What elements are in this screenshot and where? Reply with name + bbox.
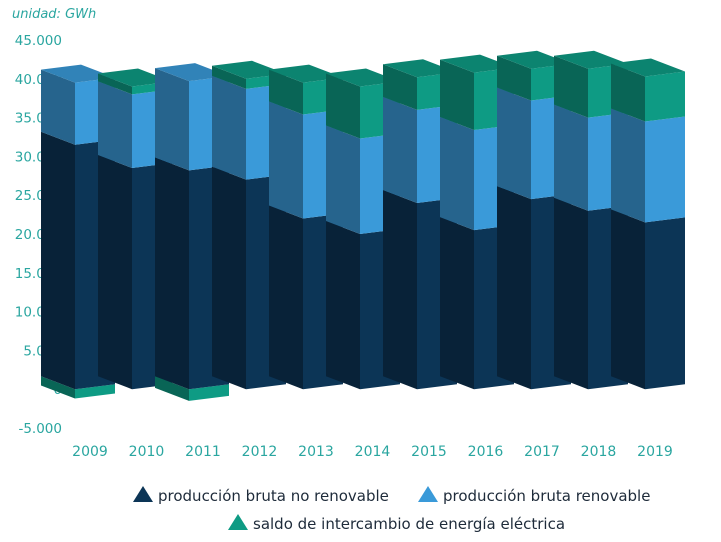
bar-segment — [41, 376, 115, 399]
bar-top-face — [497, 50, 571, 69]
bar-front-face — [645, 116, 685, 223]
x-tick-label: 2019 — [637, 444, 673, 460]
bars-group — [41, 50, 685, 401]
bar-segment — [611, 108, 685, 223]
y-tick-label: -5.000 — [18, 421, 62, 437]
legend-label: saldo de intercambio de energía eléctric… — [253, 515, 565, 533]
x-tick-label: 2018 — [581, 444, 617, 460]
bar-side-face — [41, 131, 75, 390]
bar-top-face — [554, 50, 628, 69]
bar-stack-2016 — [440, 54, 514, 390]
bar-side-face — [554, 55, 588, 118]
bar-side-face — [269, 205, 303, 390]
bar-segment — [611, 209, 685, 390]
x-tick-label: 2013 — [298, 444, 334, 460]
bar-top-face — [41, 64, 115, 83]
bar-side-face — [41, 69, 75, 145]
bar-side-face — [98, 155, 132, 390]
bar-side-face — [440, 117, 474, 231]
x-tick-label: 2014 — [355, 444, 391, 460]
x-tick-label: 2012 — [242, 444, 278, 460]
bar-front-face — [189, 384, 229, 401]
legend-triangle-icon — [418, 486, 438, 502]
bar-side-face — [212, 65, 246, 89]
bar-side-face — [611, 63, 645, 122]
x-tick-label: 2011 — [185, 444, 221, 460]
y-tick-label: 45.000 — [15, 33, 62, 49]
bar-top-face — [326, 68, 400, 87]
bar-stack-2019 — [611, 58, 685, 390]
bar-segment — [611, 58, 685, 122]
bar-side-face — [41, 376, 75, 399]
bar-front-face — [645, 71, 685, 122]
x-tick-label: 2009 — [72, 444, 108, 460]
bar-side-face — [326, 73, 360, 139]
bar-side-face — [326, 221, 360, 390]
bar-side-face — [212, 75, 246, 180]
legend-item: producción bruta no renovable — [133, 486, 389, 505]
bar-side-face — [269, 69, 303, 115]
bar-side-face — [383, 189, 417, 390]
x-tick-label: 2016 — [468, 444, 504, 460]
unit-label: unidad: GWh — [12, 7, 96, 22]
bar-segment — [212, 60, 286, 89]
bar-side-face — [611, 209, 645, 390]
bar-segment — [155, 376, 229, 401]
x-tick-label: 2010 — [129, 444, 165, 460]
bar-side-face — [497, 186, 531, 390]
bar-side-face — [326, 125, 360, 234]
bar-side-face — [440, 59, 474, 131]
bar-side-face — [155, 376, 189, 401]
x-tick-label: 2015 — [411, 444, 447, 460]
legend-label: producción bruta no renovable — [158, 487, 389, 505]
legend-item: producción bruta renovable — [418, 486, 650, 505]
bar-side-face — [98, 73, 132, 95]
x-tick-label: 2017 — [524, 444, 560, 460]
bar-front-face — [75, 384, 115, 399]
bar-top-face — [98, 68, 172, 87]
bar-side-face — [497, 55, 531, 101]
legend-item: saldo de intercambio de energía eléctric… — [228, 514, 565, 533]
bar-side-face — [383, 96, 417, 203]
legend-triangle-icon — [133, 486, 153, 502]
bar-top-face — [269, 64, 343, 83]
bar-side-face — [155, 157, 189, 390]
bar-side-face — [98, 81, 132, 169]
bar-side-face — [212, 166, 246, 390]
bar-front-face — [645, 217, 685, 390]
legend: producción bruta no renovable producción … — [133, 486, 650, 533]
bar-top-face — [440, 54, 514, 73]
bar-side-face — [497, 87, 531, 200]
legend-triangle-icon — [228, 514, 248, 530]
x-axis: 2009 2010 2011 2012 2013 2014 2015 2016 2017 2018… — [72, 444, 673, 460]
bar-top-face — [611, 58, 685, 77]
legend-label: producción bruta renovable — [443, 487, 650, 505]
bar-side-face — [440, 217, 474, 390]
bar-side-face — [611, 108, 645, 223]
bar-side-face — [383, 64, 417, 110]
bar-top-face — [212, 60, 286, 79]
bar-top-face — [383, 59, 457, 78]
bar-top-face — [155, 63, 229, 82]
bar-side-face — [269, 101, 303, 219]
bar-side-face — [554, 104, 588, 211]
bar-side-face — [155, 68, 189, 171]
bar-side-face — [554, 197, 588, 390]
